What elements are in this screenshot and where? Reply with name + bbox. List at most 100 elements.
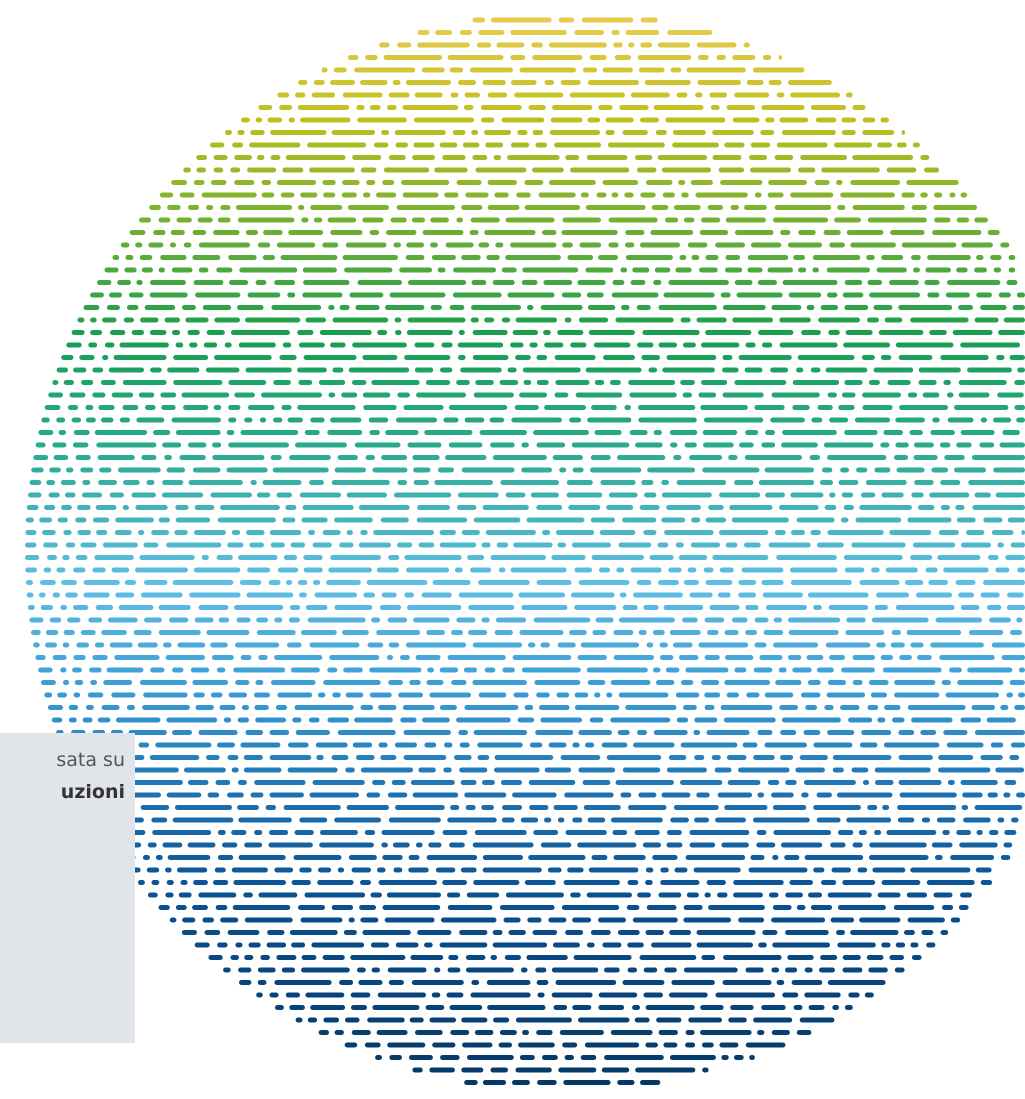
dash	[208, 955, 223, 960]
dash	[768, 80, 782, 85]
dash	[174, 530, 188, 535]
dash	[851, 767, 869, 773]
dash	[804, 967, 813, 973]
dash	[274, 280, 296, 285]
dash	[458, 592, 514, 598]
dash	[228, 417, 237, 423]
dash	[589, 717, 604, 723]
dash	[460, 780, 477, 785]
dash	[687, 567, 697, 573]
dash	[357, 117, 407, 123]
dash	[768, 542, 811, 548]
dash	[551, 555, 586, 560]
dash	[505, 255, 561, 260]
dash	[432, 1042, 456, 1048]
dash	[472, 680, 527, 685]
dash	[670, 817, 689, 823]
dash	[150, 280, 186, 285]
dash	[258, 655, 268, 660]
dash	[933, 892, 953, 898]
dash	[532, 930, 558, 935]
dash	[655, 130, 667, 135]
dash	[473, 392, 514, 398]
dash	[27, 605, 35, 610]
dash	[482, 1080, 507, 1085]
dash	[28, 492, 42, 498]
dash	[816, 817, 841, 823]
dash	[71, 417, 81, 423]
dash	[381, 455, 408, 460]
dash	[358, 542, 391, 548]
dash	[859, 580, 900, 585]
dash	[586, 155, 628, 160]
dash	[911, 492, 924, 498]
dash	[629, 430, 648, 435]
dash	[478, 30, 505, 35]
dash	[798, 167, 816, 173]
dash	[217, 942, 228, 948]
dash	[913, 455, 938, 460]
dash	[850, 930, 899, 935]
dash	[507, 292, 555, 298]
dash	[845, 330, 873, 335]
dash	[276, 492, 292, 498]
dash	[522, 267, 579, 273]
dash	[567, 867, 584, 873]
dash	[230, 330, 290, 335]
dash	[638, 630, 647, 635]
dash	[771, 967, 780, 973]
dash	[840, 467, 849, 473]
dash	[300, 117, 351, 123]
dash	[956, 267, 968, 273]
dash	[447, 817, 497, 823]
dash	[297, 405, 356, 410]
dash	[38, 430, 54, 435]
dash	[636, 305, 651, 310]
dash	[449, 1005, 483, 1010]
dash	[657, 542, 669, 548]
dash	[122, 380, 167, 385]
dash	[594, 692, 601, 698]
dash	[895, 342, 954, 348]
dash	[246, 530, 265, 535]
dash	[544, 80, 554, 85]
dash	[673, 205, 701, 210]
dash	[380, 755, 397, 760]
dash	[813, 867, 825, 873]
dash	[124, 267, 137, 273]
dash	[166, 467, 185, 473]
dash	[494, 630, 513, 635]
dash	[434, 167, 468, 173]
dash	[782, 992, 799, 998]
dash	[289, 455, 331, 460]
dash	[524, 705, 534, 710]
dash	[715, 992, 775, 998]
dash	[363, 592, 375, 598]
dash	[681, 680, 694, 685]
dash	[402, 105, 459, 110]
dash	[716, 55, 726, 60]
dash	[349, 292, 384, 298]
dash	[521, 667, 581, 673]
dash	[515, 317, 557, 323]
dash	[235, 642, 280, 648]
dash	[851, 542, 906, 548]
dash	[706, 880, 726, 885]
dash	[958, 592, 974, 598]
dash	[758, 330, 794, 335]
dash	[604, 1055, 664, 1060]
dash	[850, 242, 896, 248]
dash	[717, 792, 752, 798]
dash	[172, 330, 181, 335]
dash	[247, 292, 281, 298]
dash	[772, 855, 779, 860]
dash	[262, 255, 275, 260]
dash	[448, 955, 459, 960]
dash	[810, 105, 846, 110]
dash	[542, 230, 557, 235]
dash	[837, 905, 886, 910]
dash	[471, 130, 479, 135]
dash	[734, 280, 753, 285]
dash	[464, 792, 507, 798]
dash	[633, 742, 675, 748]
